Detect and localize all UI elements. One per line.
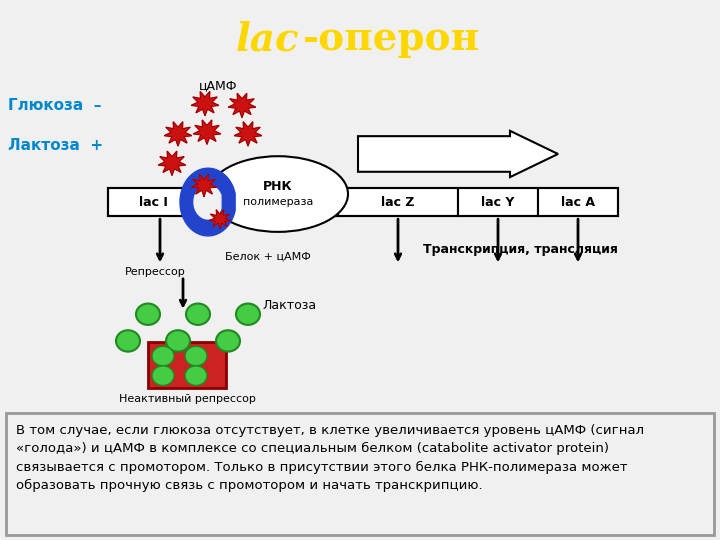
Bar: [148, 342, 226, 388]
FancyArrow shape: [358, 131, 558, 177]
Circle shape: [136, 303, 160, 325]
Circle shape: [185, 366, 207, 386]
Polygon shape: [180, 168, 235, 236]
Text: lac A: lac A: [561, 195, 595, 208]
Text: полимераза: полимераза: [243, 197, 313, 207]
Circle shape: [185, 346, 207, 366]
Polygon shape: [228, 93, 256, 118]
Text: lac Y: lac Y: [481, 195, 515, 208]
Text: Транскрипция, трансляция: Транскрипция, трансляция: [423, 243, 618, 256]
Polygon shape: [234, 122, 262, 146]
Polygon shape: [192, 174, 217, 197]
Text: Репрессор: Репрессор: [125, 267, 185, 278]
Text: РНК: РНК: [264, 180, 293, 193]
Circle shape: [216, 330, 240, 352]
Text: Глюкоза  –: Глюкоза –: [8, 98, 102, 112]
Bar: [538, 188, 618, 217]
Polygon shape: [164, 122, 192, 146]
Text: lac: lac: [235, 20, 299, 58]
Ellipse shape: [208, 156, 348, 232]
Text: lac Z: lac Z: [382, 195, 415, 208]
Text: Лактоза  +: Лактоза +: [8, 138, 103, 153]
Circle shape: [236, 303, 260, 325]
Text: -оперон: -оперон: [302, 20, 480, 58]
Circle shape: [152, 346, 174, 366]
Polygon shape: [193, 120, 221, 144]
Polygon shape: [192, 91, 219, 116]
Polygon shape: [210, 210, 231, 229]
Bar: [108, 188, 618, 217]
Text: Неактивный репрессор: Неактивный репрессор: [119, 394, 256, 404]
Bar: [338, 188, 458, 217]
Bar: [108, 188, 198, 217]
Polygon shape: [194, 185, 221, 219]
Text: цАМФ: цАМФ: [199, 79, 238, 92]
Circle shape: [116, 330, 140, 352]
Bar: [198, 188, 338, 217]
Circle shape: [152, 366, 174, 386]
Text: Лактоза: Лактоза: [262, 299, 316, 312]
Circle shape: [186, 303, 210, 325]
Bar: [458, 188, 538, 217]
Circle shape: [166, 330, 190, 352]
Polygon shape: [158, 151, 186, 176]
Text: Белок + цАМФ: Белок + цАМФ: [225, 251, 311, 261]
Text: В том случае, если глюкоза отсутствует, в клетке увеличивается уровень цАМФ (сиг: В том случае, если глюкоза отсутствует, …: [16, 423, 644, 492]
Text: lac I: lac I: [138, 195, 168, 208]
